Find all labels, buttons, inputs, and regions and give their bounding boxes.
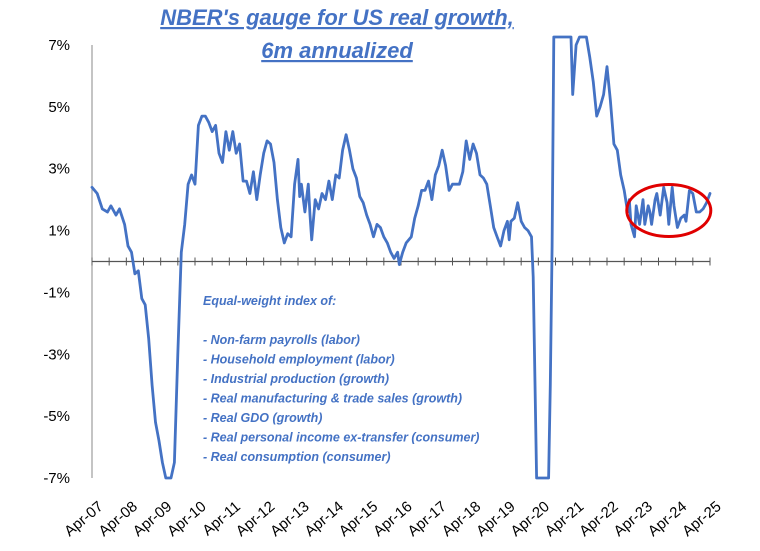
y-tick-label: 3%	[48, 161, 70, 178]
x-tick-label: Apr-18	[439, 498, 484, 540]
y-tick-label: -1%	[43, 284, 70, 301]
x-tick-label: Apr-09	[130, 498, 175, 540]
x-tick-label: Apr-22	[576, 498, 621, 540]
y-tick-label: -5%	[43, 408, 70, 425]
x-tick-label: Apr-16	[370, 498, 415, 540]
annotation-line: - Real personal income ex-transfer (cons…	[203, 431, 479, 445]
y-tick-label: -7%	[43, 470, 70, 487]
annotation-line: - Industrial production (growth)	[203, 372, 389, 386]
x-tick-label: Apr-21	[542, 498, 587, 540]
x-tick-label: Apr-13	[267, 498, 312, 540]
x-axis-ticks	[91, 257, 711, 266]
x-tick-label: Apr-14	[301, 498, 346, 540]
x-tick-label: Apr-24	[645, 498, 690, 540]
chart-title-line-1: NBER's gauge for US real growth,	[160, 5, 514, 30]
x-tick-label: Apr-17	[404, 498, 449, 540]
x-tick-label: Apr-10	[164, 498, 209, 540]
x-tick-label: Apr-23	[610, 498, 655, 540]
y-tick-label: 5%	[48, 99, 70, 116]
chart-title: NBER's gauge for US real growth, 6m annu…	[160, 5, 514, 63]
x-tick-label: Apr-25	[679, 498, 724, 540]
chart-title-line-2: 6m annualized	[261, 38, 413, 63]
x-tick-label: Apr-19	[473, 498, 518, 540]
y-tick-label: 7%	[48, 37, 70, 54]
annotation-line: - Non-farm payrolls (labor)	[203, 333, 360, 347]
x-tick-label: Apr-15	[336, 498, 381, 540]
highlight-ellipse	[625, 182, 713, 238]
x-tick-label: Apr-07	[61, 498, 106, 540]
y-tick-label: -3%	[43, 346, 70, 363]
annotation-index-components: Equal-weight index of: - Non-farm payroll…	[203, 294, 479, 464]
y-tick-label: 1%	[48, 223, 70, 240]
x-tick-label: Apr-12	[233, 498, 278, 540]
y-axis-tick-labels: 7% 5% 3% 1% -1% -3% -5% -7%	[43, 37, 70, 487]
annotation-line: Equal-weight index of:	[203, 294, 336, 308]
x-tick-label: Apr-20	[507, 498, 552, 540]
annotation-line: - Real GDO (growth)	[203, 411, 322, 425]
annotation-line: - Real manufacturing & trade sales (grow…	[203, 392, 462, 406]
x-tick-label: Apr-08	[95, 498, 140, 540]
annotation-line: - Real consumption (consumer)	[203, 450, 391, 464]
series-line-nber-gauge	[90, 35, 712, 480]
x-axis-tick-labels: Apr-07Apr-08Apr-09Apr-10Apr-11Apr-12Apr-…	[61, 498, 724, 540]
annotation-line: - Household employment (labor)	[203, 353, 395, 367]
